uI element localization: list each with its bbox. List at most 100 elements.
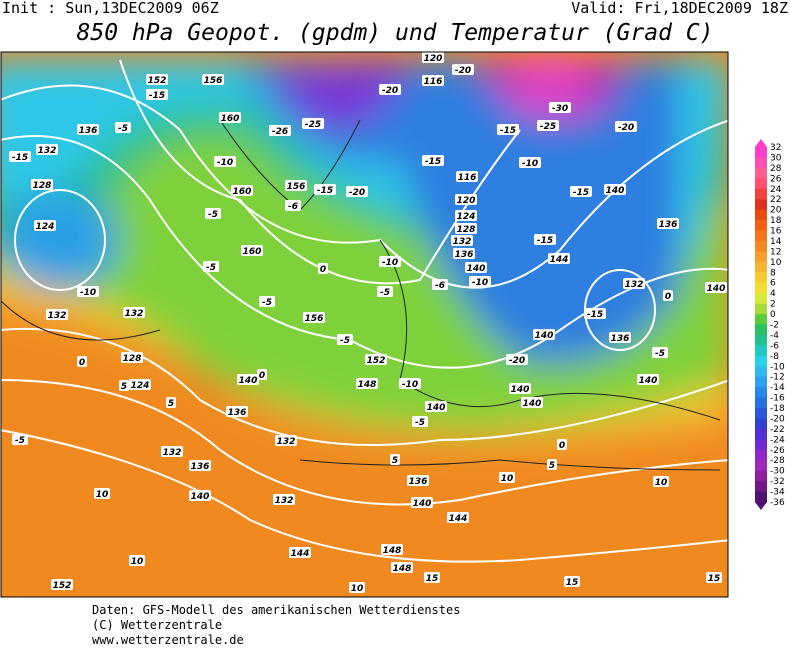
label-box	[391, 562, 413, 573]
contour-label: 140	[639, 376, 658, 386]
colorbar-band	[755, 481, 767, 493]
contour-label: 148	[383, 546, 402, 556]
colorbar-band	[755, 376, 767, 388]
map-frame	[0, 51, 729, 598]
label-box	[422, 155, 444, 166]
label-box	[509, 383, 531, 394]
label-box	[609, 332, 631, 343]
colorbar-band	[755, 314, 767, 325]
contour-label: 144	[291, 549, 310, 559]
label-box	[519, 157, 541, 168]
label-box	[452, 64, 474, 75]
contour-label: 5	[121, 382, 127, 392]
init-time: Init : Sun,13DEC2009 06Z	[2, 0, 219, 17]
contour-label: -20	[382, 86, 398, 96]
label-box	[455, 194, 477, 205]
label-box	[123, 307, 145, 318]
label-box	[219, 112, 241, 123]
contour-label: 124	[36, 222, 55, 232]
colorbar-label: -22	[770, 425, 785, 435]
contour-label: -15	[537, 236, 553, 246]
colorbar-label: -20	[770, 414, 785, 424]
contour-label: 136	[191, 462, 210, 472]
colorbar-label: -18	[770, 404, 785, 414]
colorbar-label: 30	[770, 153, 782, 163]
label-box	[399, 378, 421, 389]
contour-label: -5	[206, 263, 216, 273]
label-box	[455, 223, 477, 234]
contour-label: -20	[509, 356, 525, 366]
colorbar-label: 22	[770, 195, 781, 205]
colorbar-label: -8	[770, 352, 779, 362]
contour-label: 132	[625, 280, 644, 290]
label-box	[36, 144, 58, 155]
label-box	[115, 122, 131, 133]
label-box	[706, 572, 722, 583]
colorbar-label: 14	[770, 237, 782, 247]
label-box	[356, 378, 378, 389]
contour-label: -20	[455, 66, 471, 76]
colorbar-cap	[755, 139, 767, 147]
label-box	[166, 397, 176, 408]
contour-label: -15	[573, 188, 589, 198]
label-box	[506, 354, 528, 365]
contour-label: 152	[367, 356, 386, 366]
colorbar-band	[755, 293, 767, 305]
contour-label: -5	[340, 336, 350, 346]
footer-line: Daten: GFS-Modell des amerikanischen Wet…	[92, 603, 460, 617]
label-box	[289, 547, 311, 558]
colorbar-label: -6	[770, 341, 779, 351]
label-box	[269, 125, 291, 136]
colorbar-band	[755, 261, 767, 273]
contour-label: 10	[351, 584, 364, 594]
label-box	[547, 459, 557, 470]
colorbar-band	[755, 324, 767, 336]
contour-label: 120	[424, 54, 443, 64]
contour-label: -10	[472, 278, 488, 288]
label-box	[285, 180, 307, 191]
colorbar-band	[755, 240, 767, 252]
label-box	[623, 278, 645, 289]
contour-label: -10	[522, 159, 538, 169]
label-box	[257, 369, 267, 380]
colorbar-band	[755, 428, 767, 440]
contour-label: 140	[239, 376, 258, 386]
label-box	[203, 261, 219, 272]
contour-label: -5	[262, 298, 272, 308]
contour-label: 0	[559, 441, 565, 451]
label-box	[129, 555, 145, 566]
contour-label: 148	[393, 564, 412, 574]
contour-label: 132	[275, 496, 294, 506]
contour-label: -15	[12, 153, 28, 163]
colorbar-label: 18	[770, 216, 782, 226]
contour-label: 136	[611, 334, 630, 344]
label-box	[302, 118, 324, 129]
label-box	[422, 52, 444, 63]
label-box	[533, 329, 555, 340]
label-box	[119, 380, 129, 391]
contour-label: 136	[79, 126, 98, 136]
contour-label: -10	[80, 288, 96, 298]
contour-label: 132	[453, 237, 472, 247]
contour-label: 5	[549, 461, 555, 471]
label-box	[432, 279, 448, 290]
label-box	[226, 406, 248, 417]
label-box	[46, 309, 68, 320]
contour-label: 140	[606, 186, 625, 196]
contour-label: -5	[15, 436, 25, 446]
colorbar-band	[755, 470, 767, 482]
colorbar-band	[755, 272, 767, 284]
colorbar-label: 32	[770, 143, 781, 153]
contour-label: 148	[358, 380, 377, 390]
map-title: 850 hPa Geopot. (gpdm) und Temperatur (G…	[77, 20, 714, 46]
label-box	[121, 352, 143, 363]
contour-label: 132	[277, 437, 296, 447]
contour-label: 0	[79, 358, 85, 368]
contour-label: 124	[131, 381, 150, 391]
colorbar-label: 16	[770, 227, 782, 237]
contour-label: 15	[566, 578, 579, 588]
contour-label: -6	[435, 281, 445, 291]
contour-label: -6	[288, 202, 298, 212]
footer-line: www.wetterzentrale.de	[92, 633, 244, 647]
label-box	[465, 262, 487, 273]
